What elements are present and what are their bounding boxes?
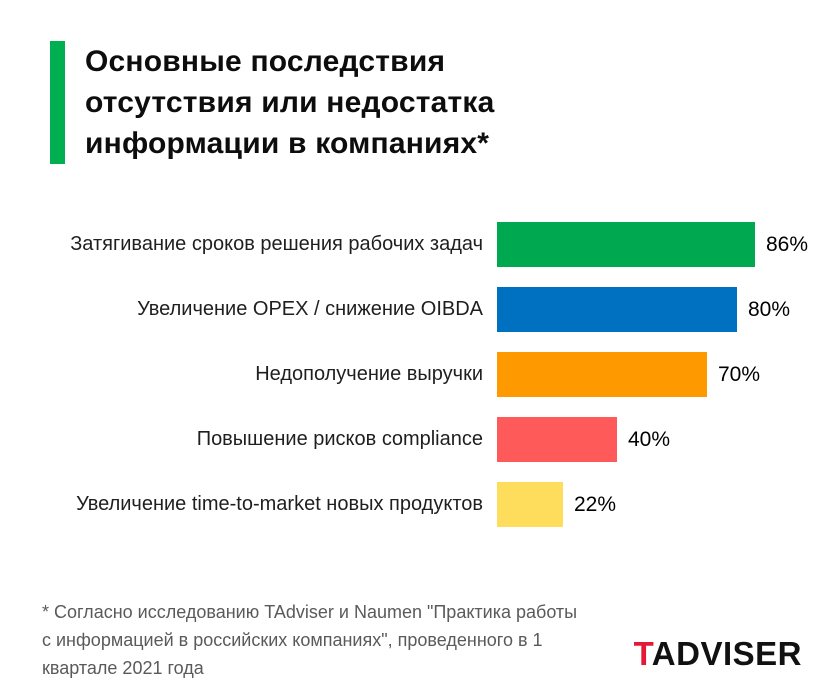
- tadviser-logo: TADVISER: [634, 635, 802, 673]
- bar: [497, 222, 755, 267]
- bar-value: 40%: [628, 427, 671, 451]
- bar-row: Недополучение выручки 70%: [0, 352, 840, 397]
- bar: [497, 482, 563, 527]
- bar-value: 86%: [766, 232, 809, 256]
- logo-letter-t: T: [633, 635, 652, 672]
- bar-category-label: Затягивание сроков решения рабочих задач: [70, 233, 483, 255]
- bar-category-label: Увеличение OPEX / снижение OIBDA: [137, 298, 483, 320]
- title-accent-bar: [50, 41, 65, 164]
- bar: [497, 352, 707, 397]
- bar-row: Увеличение OPEX / снижение OIBDA 80%: [0, 287, 840, 332]
- bar-row: Повышение рисков compliance 40%: [0, 417, 840, 462]
- bar-category-label: Повышение рисков compliance: [196, 428, 483, 450]
- bar: [497, 287, 737, 332]
- logo-rest: ADVISER: [651, 635, 802, 672]
- title-line-1: Основные последствия: [85, 45, 446, 78]
- title-block: Основные последствия отсутствия или недо…: [50, 41, 495, 164]
- page-title: Основные последствия отсутствия или недо…: [85, 41, 495, 164]
- bar-value: 70%: [718, 362, 761, 386]
- bar-category-label: Недополучение выручки: [255, 363, 483, 385]
- bar-chart: Затягивание сроков решения рабочих задач…: [0, 222, 840, 547]
- bar-category-label: Увеличение time-to-market новых продукто…: [76, 493, 483, 515]
- bar-value: 80%: [748, 297, 791, 321]
- footnote: * Согласно исследованию TAdviser и Naume…: [42, 602, 578, 678]
- bar-row: Затягивание сроков решения рабочих задач…: [0, 222, 840, 267]
- title-line-2: отсутствия или недостатка: [85, 86, 495, 119]
- title-line-3: информации в компаниях*: [85, 127, 490, 160]
- bar: [497, 417, 617, 462]
- bar-value: 22%: [574, 492, 617, 516]
- bar-row: Увеличение time-to-market новых продукто…: [0, 482, 840, 527]
